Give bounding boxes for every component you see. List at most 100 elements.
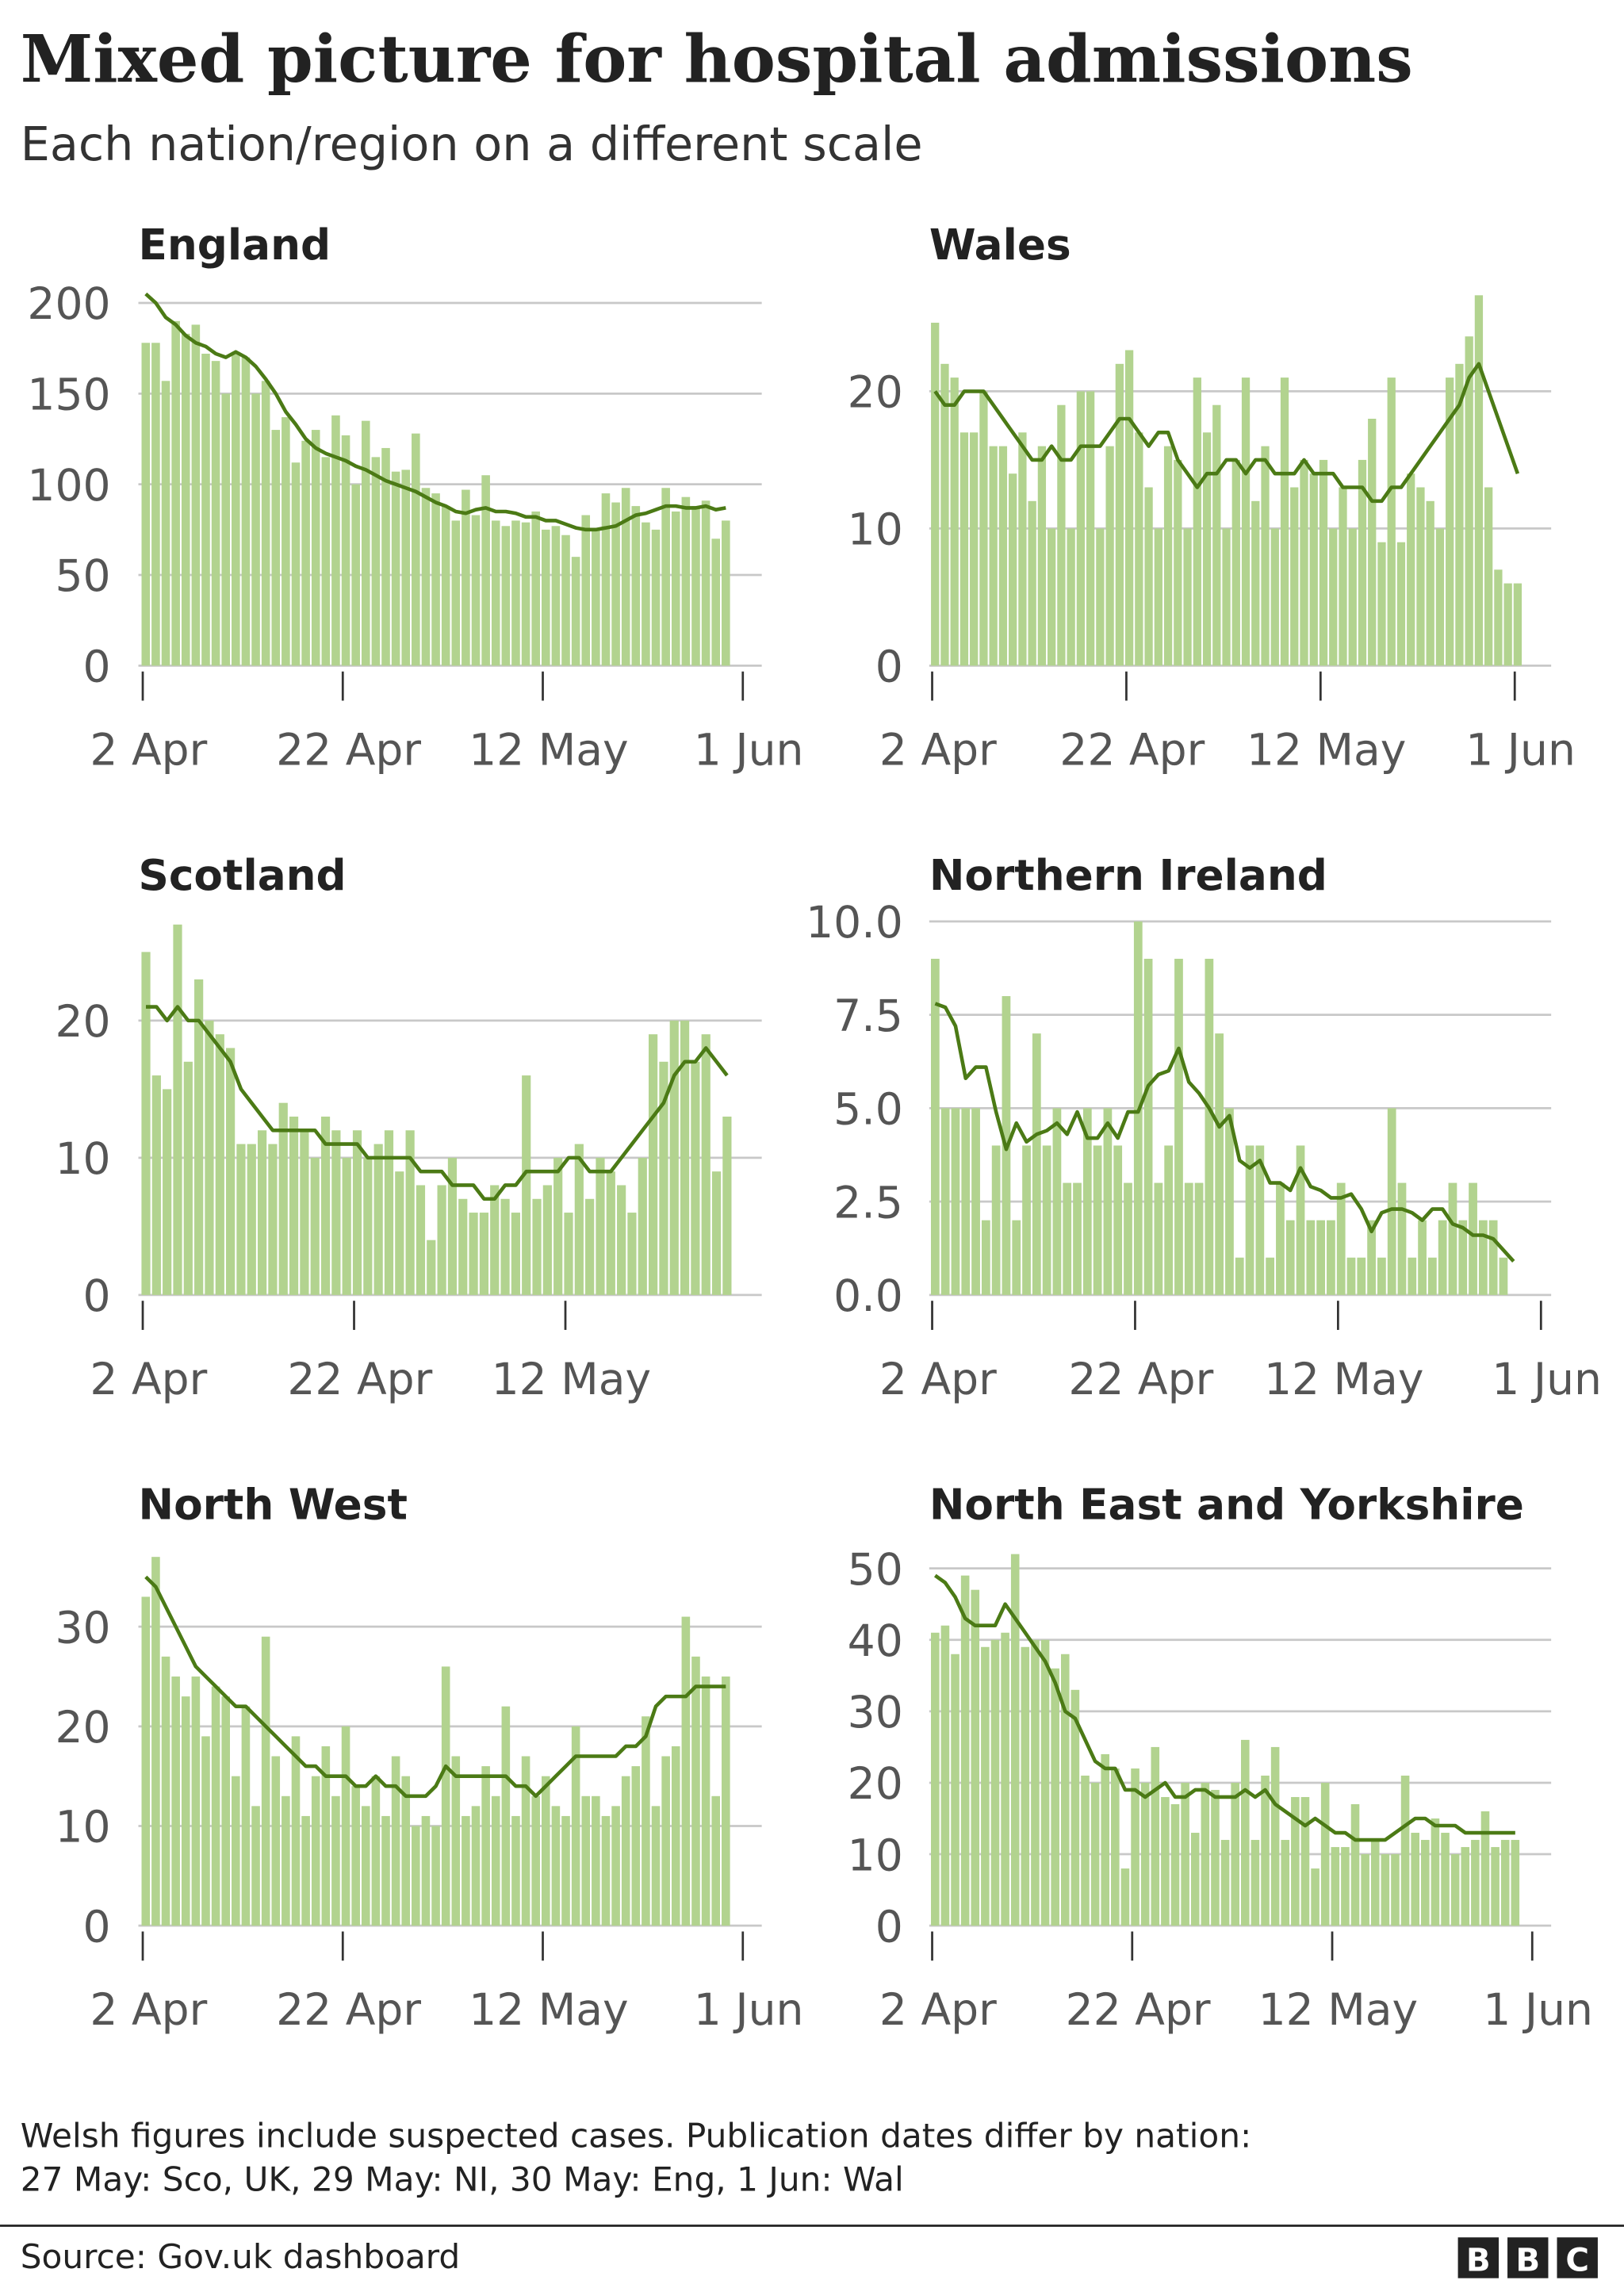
bar (191, 1676, 201, 1926)
bar (931, 322, 940, 666)
bar (1082, 1108, 1092, 1295)
bar (1124, 350, 1134, 666)
bar (363, 1157, 373, 1295)
x-tick-label: 22 Apr (287, 1354, 432, 1405)
bar (471, 1806, 481, 1926)
bar (401, 1776, 411, 1926)
bar (561, 1815, 570, 1926)
bar (1220, 1840, 1230, 1926)
x-tick-label: 1 Jun (1492, 1354, 1602, 1405)
bar (1040, 1639, 1050, 1926)
average-line (146, 1005, 729, 1201)
bar (1397, 1182, 1407, 1295)
bar (371, 1776, 381, 1926)
bar (1478, 1220, 1488, 1295)
bar (1471, 1840, 1480, 1926)
bar (1316, 1220, 1325, 1295)
bar (1161, 1796, 1170, 1926)
x-tick-label: 12 May (1264, 1354, 1424, 1405)
bar (1113, 1145, 1123, 1295)
logo: B B C (1457, 2237, 1598, 2278)
panel: Scotland 0 10 20 2 Apr 22 Apr 12 May (56, 851, 762, 1405)
bar (479, 1213, 489, 1295)
bar (1154, 1182, 1163, 1295)
bar (617, 1185, 626, 1295)
x-tick-label: 1 Jun (694, 1984, 804, 2035)
bar (1469, 1182, 1477, 1295)
bar (661, 488, 670, 666)
x-tick-label: 12 May (492, 1354, 652, 1405)
bar (342, 1157, 351, 1295)
bar (553, 1157, 563, 1295)
bar (1111, 1768, 1120, 1926)
bar (405, 1130, 415, 1295)
bar (1381, 1854, 1390, 1926)
bar (501, 526, 511, 666)
bar (232, 351, 240, 666)
panel-title: Northern Ireland (929, 851, 1327, 900)
source: Source: Gov.uk dashboard (21, 2237, 461, 2276)
panel: North West 0 10 20 30 2 Apr 22 Apr 12 May 1 Jun (56, 1481, 804, 2035)
y-tick-label: 40 (848, 1615, 903, 1666)
bar (310, 1157, 320, 1295)
logo-box (1507, 2237, 1549, 2278)
bar (1215, 1033, 1224, 1295)
bar (1341, 1847, 1350, 1926)
bar (311, 1776, 320, 1926)
bar (1461, 1847, 1470, 1926)
bar (1101, 1753, 1110, 1926)
bar (979, 391, 988, 666)
bar (1290, 487, 1299, 666)
bar (381, 447, 390, 666)
panel: North East and Yorkshire 0 10 20 30 40 50 2 Apr… (848, 1481, 1593, 2035)
bar (194, 979, 204, 1295)
bar (1154, 528, 1162, 666)
bar (701, 1676, 710, 1926)
bar (271, 430, 281, 666)
y-tick-label: 20 (848, 1758, 903, 1809)
bar (1488, 1220, 1498, 1295)
bar (161, 381, 170, 666)
bar (1076, 391, 1086, 666)
bar (291, 462, 301, 666)
x-tick-label: 12 May (1258, 1984, 1419, 2035)
x-tick-label: 2 Apr (90, 724, 207, 775)
bar (940, 1625, 950, 1926)
bar (241, 357, 251, 666)
bar (141, 952, 151, 1295)
bar (282, 417, 290, 666)
bar (371, 457, 381, 666)
bar (1096, 528, 1105, 666)
bar (205, 1020, 214, 1295)
bar (341, 1726, 350, 1926)
y-tick-label: 150 (27, 370, 110, 420)
bar (268, 1144, 278, 1295)
bar (381, 1815, 390, 1926)
bar (321, 457, 331, 666)
bar (961, 1108, 971, 1295)
x-tick-label: 22 Apr (276, 1984, 421, 2035)
bar (1387, 1108, 1396, 1295)
bar (1400, 1775, 1410, 1926)
bar (1311, 1868, 1320, 1926)
bar (282, 1795, 290, 1926)
bar (522, 1075, 531, 1295)
bar (351, 1786, 360, 1926)
panel: Northern Ireland 0.0 2.5 5.0 7.5 10.0 2 Apr 22 … (806, 851, 1602, 1405)
bar (1120, 1868, 1130, 1926)
bar (1458, 1220, 1468, 1295)
bar (551, 1806, 561, 1926)
bar (1291, 1796, 1300, 1926)
bar (691, 1061, 700, 1295)
y-tick-label: 10 (848, 504, 903, 555)
bar (531, 1795, 540, 1926)
x-tick-label: 22 Apr (1059, 724, 1205, 775)
y-tick-label: 20 (56, 1702, 111, 1753)
bar (1435, 528, 1445, 666)
bar (321, 1746, 331, 1926)
bar (1057, 404, 1066, 666)
bar (1021, 1646, 1030, 1926)
logo-box (1457, 2237, 1500, 2278)
bar (621, 488, 630, 666)
bar (1418, 1220, 1427, 1295)
